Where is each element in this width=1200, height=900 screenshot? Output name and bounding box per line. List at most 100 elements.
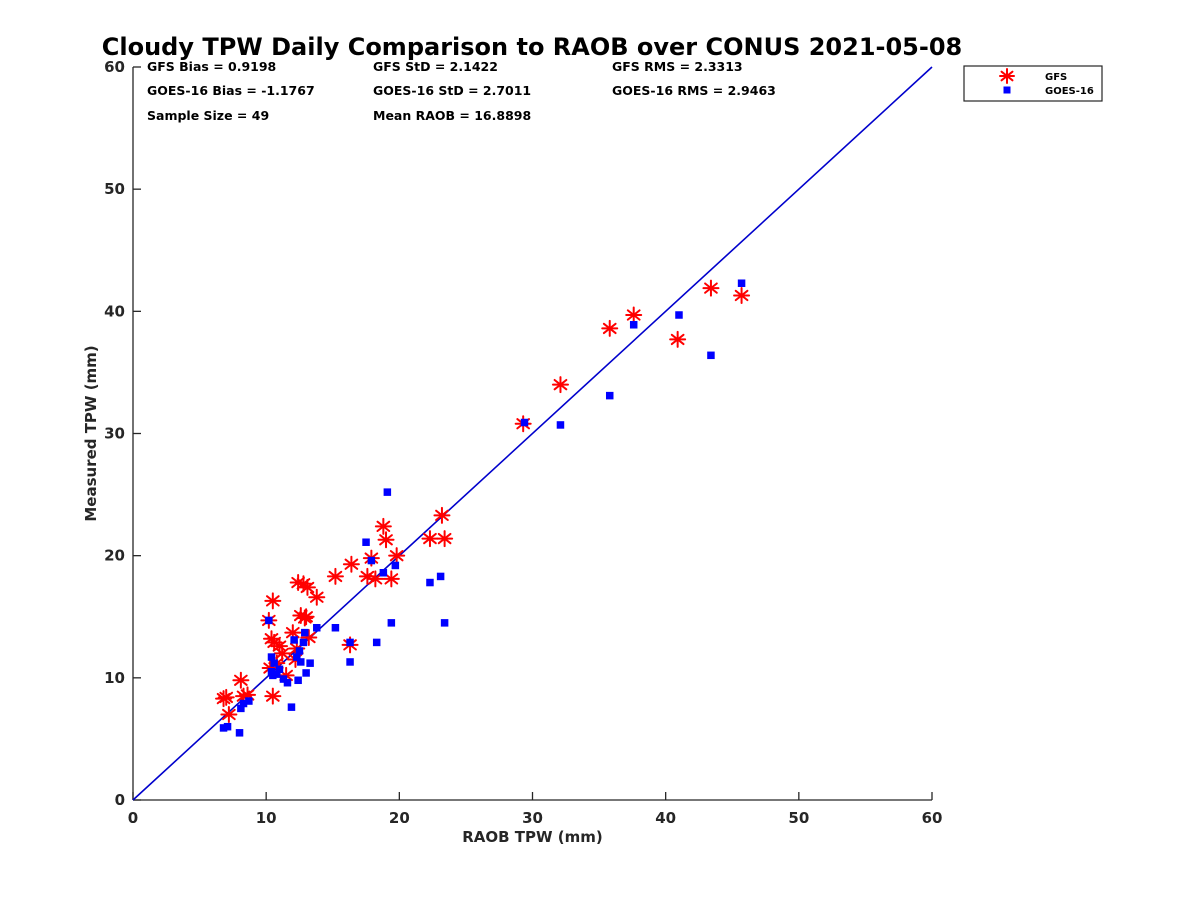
goes16-point [239,699,248,708]
legend-label: GOES-16 [1045,86,1094,97]
goes16-point [235,729,244,737]
goes16-point [267,653,276,661]
gfs-point [232,671,250,689]
goes16-point [219,724,228,732]
gfs-point [298,578,316,596]
goes16-point [372,638,381,647]
y-tick-label: 60 [104,58,125,76]
y-tick-label: 10 [104,669,125,687]
goes16-point [387,619,396,627]
stat-text: GFS Bias = 0.9198 [147,59,276,74]
goes16-point [346,658,354,666]
goes16-point [707,351,715,360]
goes16-point [294,676,302,685]
goes16-point [331,623,340,632]
legend-goes16-marker [1003,86,1011,94]
goes16-point [426,578,434,587]
goes16-point [270,659,278,667]
y-tick-label: 0 [115,791,125,809]
gfs-point [342,555,360,573]
goes16-point [605,391,614,400]
goes16-point [313,623,321,632]
goes16-point [440,619,449,627]
gfs-point [377,531,395,549]
x-tick-label: 30 [522,809,543,827]
y-tick-label: 30 [104,425,125,443]
goes16-point [675,311,683,319]
gfs-point [374,517,392,535]
stat-text: Mean RAOB = 16.8898 [373,108,531,123]
gfs-point [388,547,406,565]
gfs-point [297,608,315,626]
one-to-one-line [132,66,933,801]
gfs-point [625,306,643,324]
gfs-point [264,687,282,705]
stat-text: GFS RMS = 2.3313 [612,59,743,74]
gfs-point [601,319,619,337]
goes16-point [245,697,253,705]
gfs-point [217,688,235,706]
legend-label: GFS [1045,72,1067,83]
goes16-point [273,670,281,678]
goes16-point [297,658,305,666]
goes16-point [306,659,314,667]
legend-gfs-marker [999,68,1015,84]
stat-text: GOES-16 StD = 2.7011 [373,83,531,98]
legend-box [963,65,1103,102]
gfs-point [733,286,751,304]
goes16-point [279,675,288,683]
stat-text: GOES-16 RMS = 2.9463 [612,83,776,98]
goes16-point [237,704,245,713]
x-tick-label: 10 [256,809,277,827]
stat-text: Sample Size = 49 [147,108,269,123]
goes16-point [737,279,746,287]
stat-text: GFS StD = 2.1422 [373,59,498,74]
goes16-point [223,722,232,731]
x-tick-label: 50 [788,809,809,827]
x-axis-label: RAOB TPW (mm) [462,828,603,846]
stat-text: GOES-16 Bias = -1.1767 [147,83,315,98]
goes16-point [520,418,529,427]
goes16-point [301,628,309,637]
y-tick-label: 20 [104,547,125,565]
x-tick-label: 0 [128,809,138,827]
legend: GFS GOES-16 [963,65,1103,102]
goes16-point [295,647,304,655]
goes16-point [275,665,284,674]
gfs-point [220,705,238,723]
y-tick-label: 40 [104,302,125,320]
goes16-point [346,638,354,647]
x-tick-label: 40 [655,809,676,827]
stats-block: GFS Bias = 0.9198 GFS StD = 2.1422 GFS RMS… [147,59,776,123]
goes16-point [362,538,370,546]
goes16-point [265,616,273,625]
goes16-point [269,671,277,680]
goes16-point [556,421,565,429]
gfs-point [669,330,687,348]
goes16-point [287,703,296,711]
gfs-point [551,376,569,394]
goes16-point [293,653,301,661]
x-tick-label: 20 [389,809,410,827]
chart-title: Cloudy TPW Daily Comparison to RAOB over… [102,33,962,61]
goes16-point [629,321,638,329]
goes16-point [290,636,298,644]
gfs-point [702,279,720,297]
y-axis-label: Measured TPW (mm) [82,345,100,521]
gfs-point [326,567,344,585]
x-tick-label: 60 [922,809,943,827]
gfs-point [273,644,291,662]
gfs-point [382,570,400,588]
goes16-point [299,638,308,647]
series-goes-16 [219,279,746,737]
y-tick-label: 50 [104,180,125,198]
goes16-point [302,669,310,677]
gfs-point [421,530,439,548]
plot-area: 0 10 20 30 40 50 60 0 10 20 30 40 50 60 RAOB TPW (mm) M… [82,58,942,846]
goes16-point [436,572,445,581]
gfs-point [308,588,326,606]
goes16-point [391,561,400,570]
gfs-point [366,570,384,588]
gfs-point [436,530,454,548]
